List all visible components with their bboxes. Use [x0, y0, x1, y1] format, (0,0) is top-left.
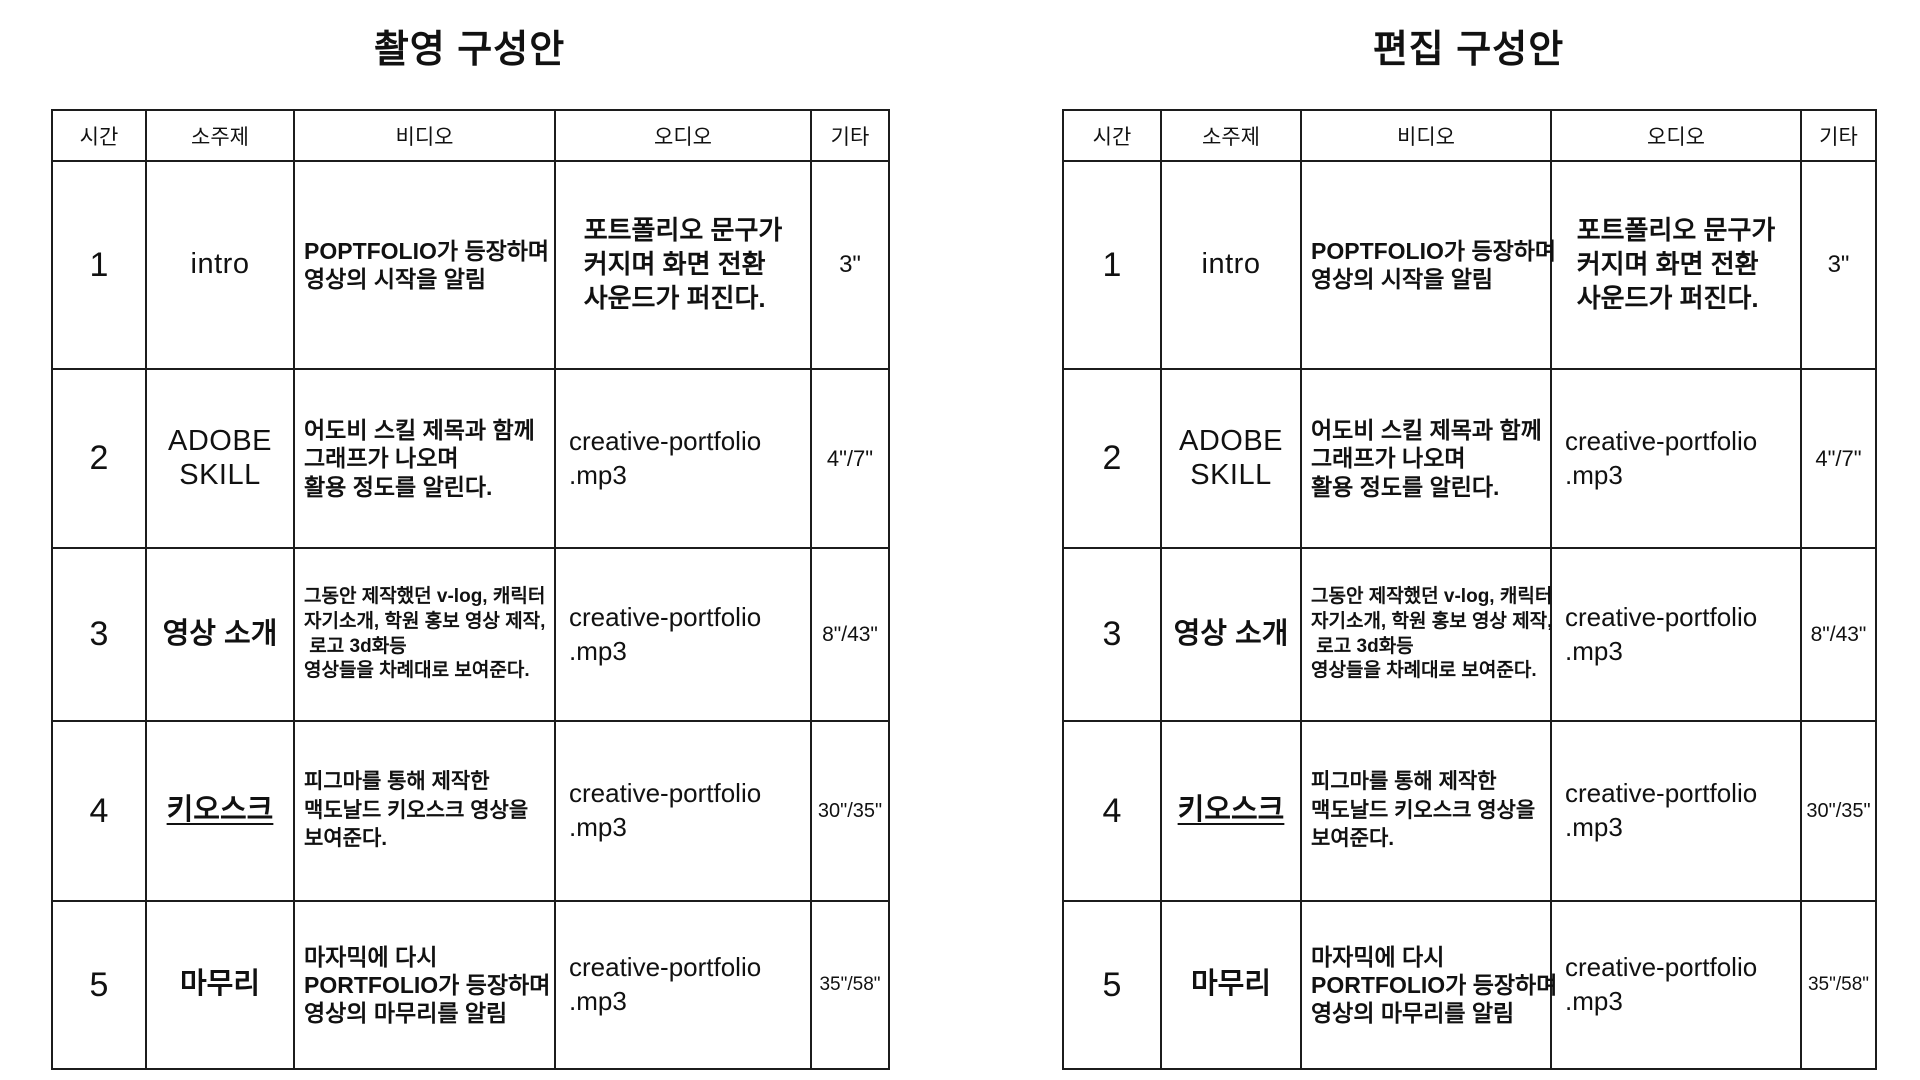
col-header-video: 비디오 [293, 109, 556, 162]
cell-video: 그동안 제작했던 v-log, 캐릭터 자기소개, 학원 홍보 영상 제작, 로… [1300, 547, 1552, 722]
cell-time: 1 [51, 160, 147, 370]
cell-subtopic: intro [145, 160, 295, 370]
cell-audio: creative-portfolio .mp3 [554, 720, 812, 902]
cell-video: 마자믹에 다시 PORTFOLIO가 등장하며 영상의 마무리를 알림 [1300, 900, 1557, 1070]
editing-header-row: 시간 소주제 비디오 오디오 기타 [1062, 109, 1877, 162]
cell-audio: creative-portfolio .mp3 [1550, 720, 1802, 902]
cell-audio: 포트폴리오 문구가 커지며 화면 전환 사운드가 퍼진다. [554, 160, 812, 370]
cell-subtopic: 키오스크 [1160, 720, 1302, 902]
cell-subtopic: 마무리 [1160, 900, 1302, 1070]
cell-time: 4 [51, 720, 147, 902]
cell-audio: creative-portfolio .mp3 [1550, 900, 1802, 1070]
cell-time: 2 [1062, 368, 1162, 549]
table-row: 1 intro POPTFOLIO가 등장하며 영상의 시작을 알림 포트폴리오… [51, 160, 890, 370]
cell-etc: 3" [810, 160, 890, 370]
col-header-video: 비디오 [1300, 109, 1552, 162]
cell-subtopic: 키오스크 [145, 720, 295, 902]
cell-etc: 30"/35" [810, 720, 890, 902]
cell-audio: 포트폴리오 문구가 커지며 화면 전환 사운드가 퍼진다. [1550, 160, 1802, 370]
table-row: 1 intro POPTFOLIO가 등장하며 영상의 시작을 알림 포트폴리오… [1062, 160, 1877, 370]
cell-etc: 35"/58" [1800, 900, 1877, 1070]
col-header-time: 시간 [1062, 109, 1162, 162]
cell-audio: creative-portfolio .mp3 [554, 900, 812, 1070]
cell-time: 5 [1062, 900, 1162, 1070]
cell-etc: 4"/7" [810, 368, 890, 549]
cell-video: POPTFOLIO가 등장하며 영상의 시작을 알림 [1300, 160, 1556, 370]
cell-audio: creative-portfolio .mp3 [1550, 547, 1802, 722]
cell-subtopic: 영상 소개 [145, 547, 295, 722]
table-row: 3 영상 소개 그동안 제작했던 v-log, 캐릭터 자기소개, 학원 홍보 … [1062, 547, 1877, 722]
editing-plan-table: 시간 소주제 비디오 오디오 기타 1 intro POPTFOLIO가 등장하… [1062, 109, 1877, 1070]
table-row: 2 ADOBE SKILL 어도비 스킬 제목과 함께 그래프가 나오며 활용 … [51, 368, 890, 549]
table-row: 3 영상 소개 그동안 제작했던 v-log, 캐릭터 자기소개, 학원 홍보 … [51, 547, 890, 722]
cell-subtopic: intro [1160, 160, 1302, 370]
col-header-time: 시간 [51, 109, 147, 162]
table-row: 5 마무리 마자믹에 다시 PORTFOLIO가 등장하며 영상의 마무리를 알… [51, 900, 890, 1070]
table-row: 2 ADOBE SKILL 어도비 스킬 제목과 함께 그래프가 나오며 활용 … [1062, 368, 1877, 549]
cell-time: 5 [51, 900, 147, 1070]
cell-video: 어도비 스킬 제목과 함께 그래프가 나오며 활용 정도를 알린다. [293, 368, 556, 549]
editing-plan-title: 편집 구성안 [1372, 29, 1565, 71]
cell-time: 3 [1062, 547, 1162, 722]
cell-time: 3 [51, 547, 147, 722]
cell-audio: creative-portfolio .mp3 [1550, 368, 1802, 549]
col-header-subtopic: 소주제 [145, 109, 295, 162]
cell-subtopic: ADOBE SKILL [145, 368, 295, 549]
cell-time: 4 [1062, 720, 1162, 902]
cell-time: 2 [51, 368, 147, 549]
cell-etc: 30"/35" [1800, 720, 1877, 902]
audio-text: 포트폴리오 문구가 커지며 화면 전환 사운드가 퍼진다. [583, 215, 783, 313]
table-row: 4 키오스크 피그마를 통해 제작한 맥도날드 키오스크 영상을 보여준다. c… [51, 720, 890, 902]
cell-etc: 8"/43" [1800, 547, 1877, 722]
table-row: 4 키오스크 피그마를 통해 제작한 맥도날드 키오스크 영상을 보여준다. c… [1062, 720, 1877, 902]
cell-etc: 3" [1800, 160, 1877, 370]
col-header-etc: 기타 [810, 109, 890, 162]
cell-etc: 35"/58" [810, 900, 890, 1070]
cell-subtopic: ADOBE SKILL [1160, 368, 1302, 549]
cell-video: 마자믹에 다시 PORTFOLIO가 등장하며 영상의 마무리를 알림 [293, 900, 556, 1070]
cell-etc: 4"/7" [1800, 368, 1877, 549]
cell-video: 피그마를 통해 제작한 맥도날드 키오스크 영상을 보여준다. [1300, 720, 1552, 902]
col-header-audio: 오디오 [554, 109, 812, 162]
col-header-etc: 기타 [1800, 109, 1877, 162]
cell-etc: 8"/43" [810, 547, 890, 722]
audio-text: 포트폴리오 문구가 커지며 화면 전환 사운드가 퍼진다. [1576, 215, 1776, 313]
shooting-plan-table: 시간 소주제 비디오 오디오 기타 1 intro POPTFOLIO가 등장하… [51, 109, 890, 1070]
cell-video: 어도비 스킬 제목과 함께 그래프가 나오며 활용 정도를 알린다. [1300, 368, 1552, 549]
cell-audio: creative-portfolio .mp3 [554, 547, 812, 722]
cell-audio: creative-portfolio .mp3 [554, 368, 812, 549]
cell-subtopic: 마무리 [145, 900, 295, 1070]
col-header-subtopic: 소주제 [1160, 109, 1302, 162]
shooting-plan-title: 촬영 구성안 [373, 29, 566, 71]
cell-time: 1 [1062, 160, 1162, 370]
cell-video: 그동안 제작했던 v-log, 캐릭터 자기소개, 학원 홍보 영상 제작, 로… [293, 547, 556, 722]
cell-video: POPTFOLIO가 등장하며 영상의 시작을 알림 [293, 160, 556, 370]
cell-video: 피그마를 통해 제작한 맥도날드 키오스크 영상을 보여준다. [293, 720, 556, 902]
table-row: 5 마무리 마자믹에 다시 PORTFOLIO가 등장하며 영상의 마무리를 알… [1062, 900, 1877, 1070]
cell-subtopic: 영상 소개 [1160, 547, 1302, 722]
col-header-audio: 오디오 [1550, 109, 1802, 162]
shooting-header-row: 시간 소주제 비디오 오디오 기타 [51, 109, 890, 162]
